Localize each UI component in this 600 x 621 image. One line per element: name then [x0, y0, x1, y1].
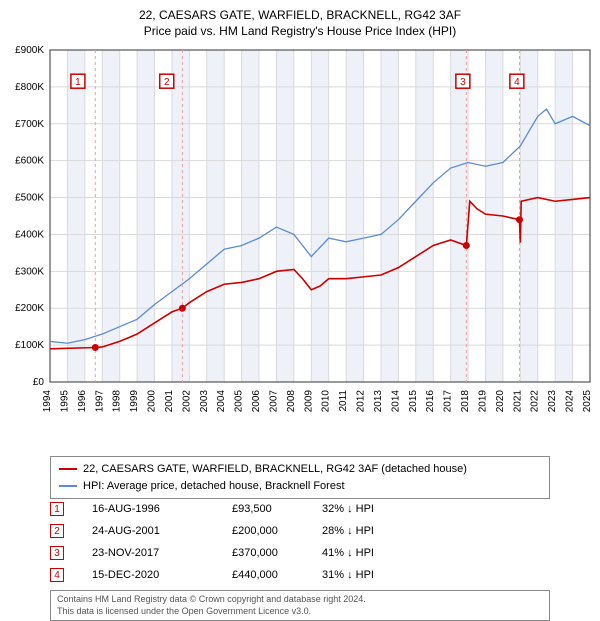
svg-text:2013: 2013	[373, 390, 384, 413]
sale-price: £440,000	[232, 569, 322, 581]
chart-svg: £0 £100K £200K £300K £400K £500K £600K £700K £80…	[0, 42, 600, 450]
sale-date: 24-AUG-2001	[92, 525, 232, 537]
svg-text:£700K: £700K	[15, 119, 44, 130]
footer: Contains HM Land Registry data © Crown c…	[50, 590, 550, 621]
svg-text:1997: 1997	[94, 390, 105, 413]
svg-text:1995: 1995	[59, 390, 70, 413]
sale-pct: 31% ↓ HPI	[322, 569, 432, 581]
sale-pct: 32% ↓ HPI	[322, 503, 432, 515]
svg-text:£900K: £900K	[15, 45, 44, 56]
sale-price: £93,500	[232, 503, 322, 515]
svg-text:2009: 2009	[303, 390, 314, 413]
svg-text:£300K: £300K	[15, 266, 44, 277]
sale-marker-icon: 4	[50, 568, 64, 582]
legend-item: HPI: Average price, detached house, Brac…	[59, 478, 541, 495]
svg-text:2014: 2014	[390, 390, 401, 413]
svg-text:2015: 2015	[408, 390, 419, 413]
svg-text:2006: 2006	[251, 390, 262, 413]
sale-row: 1 16-AUG-1996 £93,500 32% ↓ HPI	[50, 498, 432, 520]
svg-text:£400K: £400K	[15, 229, 44, 240]
svg-text:2012: 2012	[356, 390, 367, 413]
svg-text:1994: 1994	[42, 390, 53, 413]
sale-pct: 41% ↓ HPI	[322, 547, 432, 559]
svg-text:2021: 2021	[512, 390, 523, 413]
title-line-2: Price paid vs. HM Land Registry's House …	[0, 24, 600, 38]
chart-area: £0 £100K £200K £300K £400K £500K £600K £700K £80…	[0, 42, 600, 450]
svg-text:2007: 2007	[268, 390, 279, 413]
svg-text:1: 1	[75, 77, 81, 88]
legend-swatch	[59, 468, 77, 470]
sales-table: 1 16-AUG-1996 £93,500 32% ↓ HPI 2 24-AUG…	[50, 498, 432, 586]
sale-date: 23-NOV-2017	[92, 547, 232, 559]
sale-date: 15-DEC-2020	[92, 569, 232, 581]
svg-text:2008: 2008	[286, 390, 297, 413]
sale-row: 3 23-NOV-2017 £370,000 41% ↓ HPI	[50, 542, 432, 564]
legend-item: 22, CAESARS GATE, WARFIELD, BRACKNELL, R…	[59, 461, 541, 478]
legend-label: 22, CAESARS GATE, WARFIELD, BRACKNELL, R…	[83, 461, 467, 478]
legend: 22, CAESARS GATE, WARFIELD, BRACKNELL, R…	[50, 456, 550, 499]
svg-text:2018: 2018	[460, 390, 471, 413]
chart-title-block: 22, CAESARS GATE, WARFIELD, BRACKNELL, R…	[0, 0, 600, 38]
svg-text:2011: 2011	[338, 390, 349, 412]
svg-text:2001: 2001	[164, 390, 175, 413]
svg-text:2004: 2004	[216, 390, 227, 413]
sale-row: 2 24-AUG-2001 £200,000 28% ↓ HPI	[50, 520, 432, 542]
footer-line: Contains HM Land Registry data © Crown c…	[57, 594, 543, 606]
svg-text:£600K: £600K	[15, 156, 44, 167]
sale-date: 16-AUG-1996	[92, 503, 232, 515]
svg-text:1998: 1998	[112, 390, 123, 413]
svg-text:1996: 1996	[77, 390, 88, 413]
svg-text:£500K: £500K	[15, 193, 44, 204]
svg-text:2020: 2020	[495, 390, 506, 413]
svg-text:2002: 2002	[181, 390, 192, 413]
svg-text:2: 2	[164, 77, 170, 88]
svg-text:2010: 2010	[321, 390, 332, 413]
svg-text:1999: 1999	[129, 390, 140, 413]
sale-marker-icon: 1	[50, 502, 64, 516]
svg-text:2000: 2000	[147, 390, 158, 413]
svg-text:2024: 2024	[565, 390, 576, 413]
svg-text:2005: 2005	[234, 390, 245, 413]
svg-text:4: 4	[514, 77, 520, 88]
sale-price: £200,000	[232, 525, 322, 537]
svg-text:£0: £0	[33, 377, 45, 388]
sale-row: 4 15-DEC-2020 £440,000 31% ↓ HPI	[50, 564, 432, 586]
svg-text:2019: 2019	[477, 390, 488, 413]
svg-text:2025: 2025	[582, 390, 593, 413]
svg-text:2017: 2017	[443, 390, 454, 413]
sale-pct: 28% ↓ HPI	[322, 525, 432, 537]
footer-line: This data is licensed under the Open Gov…	[57, 606, 543, 618]
title-line-1: 22, CAESARS GATE, WARFIELD, BRACKNELL, R…	[0, 8, 600, 22]
legend-label: HPI: Average price, detached house, Brac…	[83, 478, 345, 495]
sale-marker-icon: 2	[50, 524, 64, 538]
svg-text:£800K: £800K	[15, 82, 44, 93]
legend-swatch	[59, 485, 77, 487]
svg-text:2003: 2003	[199, 390, 210, 413]
svg-text:2023: 2023	[547, 390, 558, 413]
svg-text:£100K: £100K	[15, 340, 44, 351]
svg-text:2016: 2016	[425, 390, 436, 413]
svg-text:3: 3	[460, 77, 466, 88]
sale-marker-icon: 3	[50, 546, 64, 560]
svg-text:2022: 2022	[530, 390, 541, 413]
sale-price: £370,000	[232, 547, 322, 559]
svg-text:£200K: £200K	[15, 303, 44, 314]
